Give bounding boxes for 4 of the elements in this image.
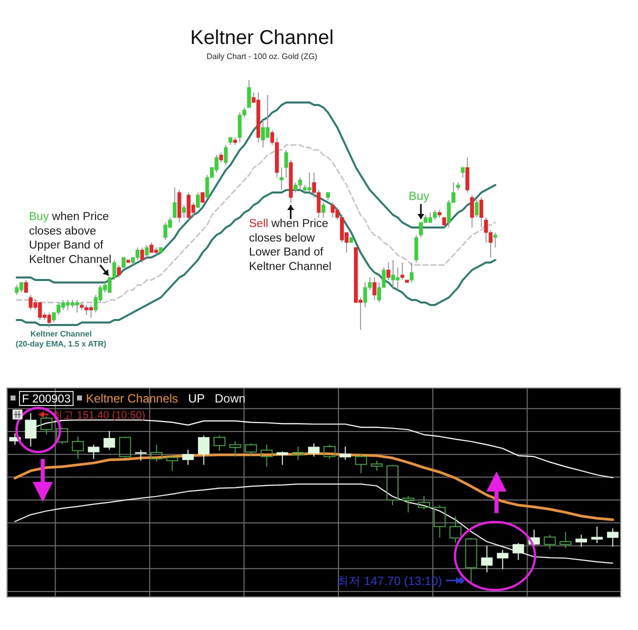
title: Keltner Channel xyxy=(190,27,334,49)
title: F 200903 xyxy=(19,391,74,406)
chart-title: F 200903 xyxy=(22,394,71,406)
subtitle: Daily Chart - 100 oz. Gold (ZG) xyxy=(206,52,318,61)
